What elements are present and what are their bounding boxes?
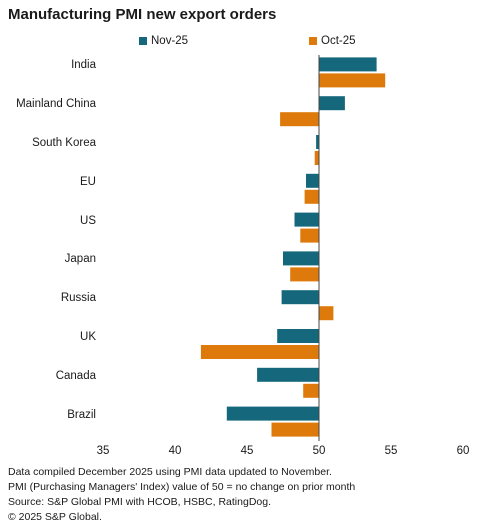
category-label-india: India: [71, 59, 96, 72]
category-label-eu: EU: [80, 175, 96, 188]
x-tick-label-40: 40: [168, 445, 182, 457]
bar-japan-nov: [283, 251, 319, 266]
footnote-source: Source: S&P Global PMI with HCOB, HSBC, …: [8, 496, 271, 508]
category-label-russia: Russia: [60, 292, 96, 305]
footnote-data-compiled: Data compiled December 2025 using PMI da…: [8, 466, 332, 478]
legend-item-nov: Nov-25: [139, 35, 188, 47]
bar-uk-nov: [277, 329, 319, 343]
category-label-japan: Japan: [64, 253, 96, 266]
category-label-uk: UK: [80, 331, 96, 343]
bar-south-korea-oct: [314, 151, 319, 165]
bar-canada-nov: [257, 367, 319, 382]
bar-japan-oct: [290, 267, 319, 282]
bar-russia-oct: [319, 306, 334, 321]
bar-eu-oct: [304, 189, 319, 204]
bar-mainland-china-oct: [280, 112, 319, 127]
legend-item-oct: Oct-25: [309, 35, 356, 47]
x-tick-label-35: 35: [96, 445, 110, 457]
bar-canada-oct: [303, 383, 319, 398]
legend-label-nov: Nov-25: [151, 35, 189, 47]
bar-us-oct: [300, 228, 319, 243]
category-label-canada: Canada: [55, 369, 96, 382]
bar-brazil-oct: [271, 422, 319, 437]
footnote-pmi-definition: PMI (Purchasing Managers' Index) value o…: [8, 481, 356, 493]
category-label-mainland-china: Mainland China: [16, 98, 96, 111]
bar-uk-oct: [200, 345, 319, 359]
chart-title: Manufacturing PMI new export orders: [8, 6, 277, 23]
bar-us-nov: [294, 212, 319, 227]
x-tick-label-50: 50: [312, 445, 326, 457]
x-tick-label-55: 55: [384, 445, 398, 457]
bar-india-nov: [319, 57, 377, 72]
bar-south-korea-nov: [316, 135, 319, 149]
category-label-us: US: [80, 214, 96, 227]
legend-swatch-oct: [309, 37, 317, 45]
bar-eu-nov: [306, 173, 319, 188]
category-label-brazil: Brazil: [67, 408, 96, 421]
bar-india-oct: [319, 73, 386, 88]
x-tick-label-45: 45: [240, 445, 254, 457]
x-tick-label-60: 60: [456, 445, 470, 457]
bar-mainland-china-nov: [319, 96, 345, 111]
bar-brazil-nov: [226, 406, 319, 421]
category-label-south-korea: South Korea: [32, 137, 96, 149]
footnote-copyright: © 2025 S&P Global.: [8, 511, 102, 523]
legend-swatch-nov: [139, 37, 147, 45]
legend-label-oct: Oct-25: [321, 35, 356, 47]
bar-russia-nov: [281, 290, 319, 305]
